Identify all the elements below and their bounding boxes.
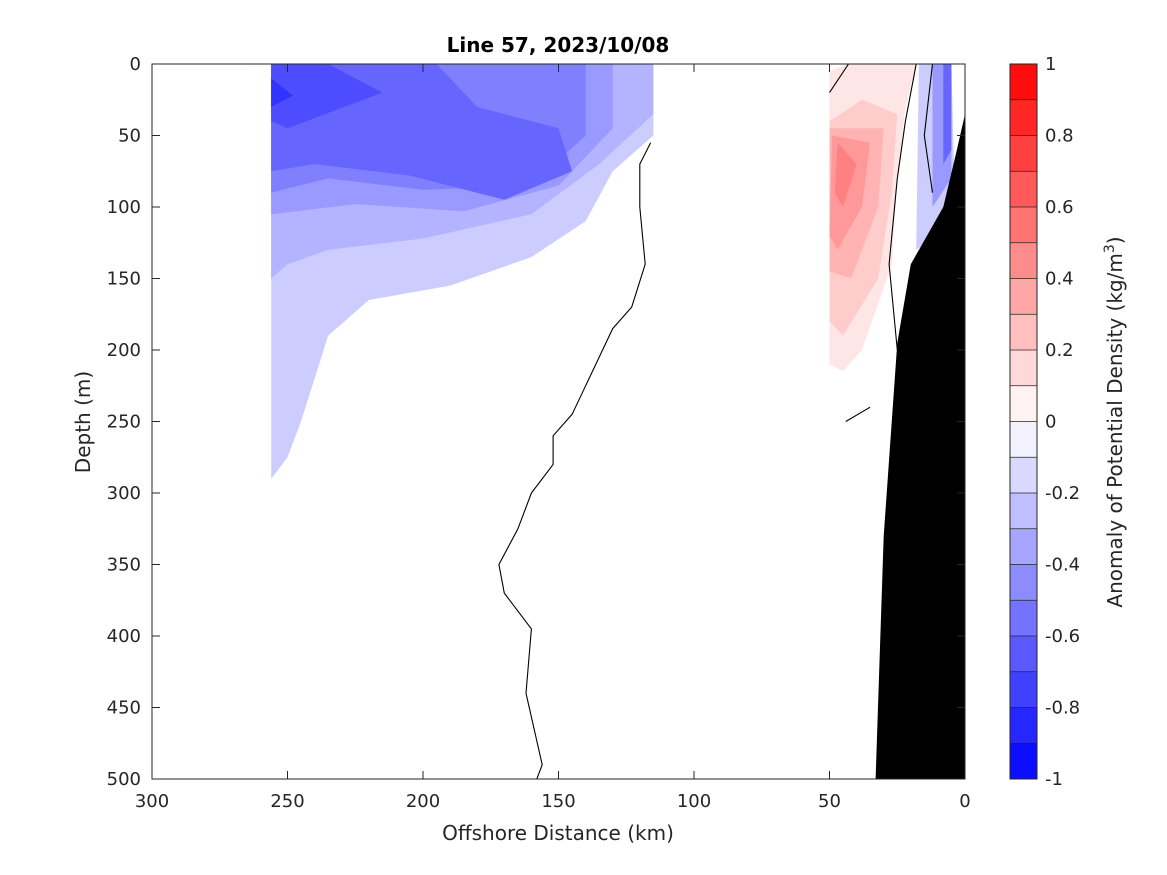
x-tick-label: 200 (406, 791, 440, 812)
colorbar-band (1010, 493, 1037, 530)
colorbar-band (1010, 671, 1037, 708)
colorbar-band (1010, 314, 1037, 351)
bathymetry (875, 114, 965, 779)
colorbar-tick-label: 0.4 (1045, 269, 1074, 290)
colorbar-tick-label: 0.2 (1045, 340, 1074, 361)
x-tick-label: 50 (818, 791, 841, 812)
colorbar-band (1010, 421, 1037, 458)
zero-contour-line-3 (923, 64, 934, 193)
colorbar-band (1010, 64, 1037, 101)
y-tick-label: 0 (130, 54, 141, 75)
y-tick-label: 350 (107, 555, 141, 576)
x-tick-label: 300 (135, 791, 169, 812)
contour-fill-0-6 (271, 78, 293, 107)
colorbar-band (1010, 600, 1037, 637)
colorbar-tick-label: -1 (1045, 769, 1063, 790)
x-tick-label: 150 (541, 791, 575, 812)
contour-fill-0-5 (271, 64, 383, 129)
colorbar-label: Anomaly of Potential Density (kg/m3) (1102, 236, 1127, 607)
colorbar-tick-label: 1 (1045, 54, 1056, 75)
colorbar-band (1010, 385, 1037, 422)
y-tick-label: 500 (107, 769, 141, 790)
colorbar-band (1010, 457, 1037, 494)
y-tick-label: 150 (107, 269, 141, 290)
colorbar-label-main: Anomaly of Potential Density (kg/m (1103, 253, 1127, 607)
colorbar-tick-label: 0 (1045, 412, 1056, 433)
y-tick-label: 400 (107, 626, 141, 647)
chart-title: Line 57, 2023/10/08 (447, 33, 670, 57)
zero-contour-line-0 (498, 142, 652, 779)
colorbar-band (1010, 171, 1037, 208)
colorbar-tick-label: -0.8 (1045, 698, 1080, 719)
colorbar-band (1010, 743, 1037, 780)
colorbar-band (1010, 99, 1037, 136)
colorbar-border (1009, 63, 1038, 780)
y-tick-label: 100 (107, 197, 141, 218)
colorbar-band (1010, 278, 1037, 315)
y-tick-label: 250 (107, 412, 141, 433)
zero-contour-line-4 (845, 406, 871, 422)
colorbar-band (1010, 564, 1037, 601)
y-axis: 0 50 100 150 200 250 300 350 400 450 500 (107, 54, 965, 790)
colorbar-band (1010, 350, 1037, 387)
zero-contour-line-2 (888, 64, 917, 351)
x-axis: 300 250 200 150 100 50 0 (135, 64, 971, 812)
y-axis-label: Depth (m) (71, 371, 95, 473)
colorbar: 1 0.8 0.6 0.4 0.2 0 -0.2 -0.4 -0.6 -0.8 -1 (1009, 54, 1080, 790)
colorbar-band (1010, 528, 1037, 565)
colorbar-band (1010, 135, 1037, 172)
y-tick-label: 200 (107, 340, 141, 361)
colorbar-tick-label: 0.8 (1045, 126, 1074, 147)
zero-contour-line-1 (829, 64, 849, 93)
x-tick-label: 0 (959, 791, 970, 812)
colorbar-band (1010, 636, 1037, 673)
contour-fill-1-2 (943, 64, 952, 165)
colorbar-label-exponent: 3 (1102, 244, 1118, 253)
colorbar-tick-label: 0.6 (1045, 197, 1074, 218)
colorbar-tick-label: -0.2 (1045, 483, 1080, 504)
colorbar-tick-label: -0.4 (1045, 555, 1080, 576)
x-tick-label: 250 (270, 791, 304, 812)
y-tick-label: 300 (107, 483, 141, 504)
colorbar-tick-label: -0.6 (1045, 626, 1080, 647)
x-tick-label: 100 (677, 791, 711, 812)
x-axis-label: Offshore Distance (km) (442, 821, 674, 845)
colorbar-band (1010, 242, 1037, 279)
colorbar-label-close: ) (1103, 236, 1127, 244)
plot-area (271, 64, 965, 779)
y-tick-label: 50 (118, 126, 141, 147)
colorbar-band (1010, 707, 1037, 744)
contour-fill-2-4 (834, 142, 857, 207)
colorbar-band (1010, 207, 1037, 244)
y-tick-label: 450 (107, 698, 141, 719)
